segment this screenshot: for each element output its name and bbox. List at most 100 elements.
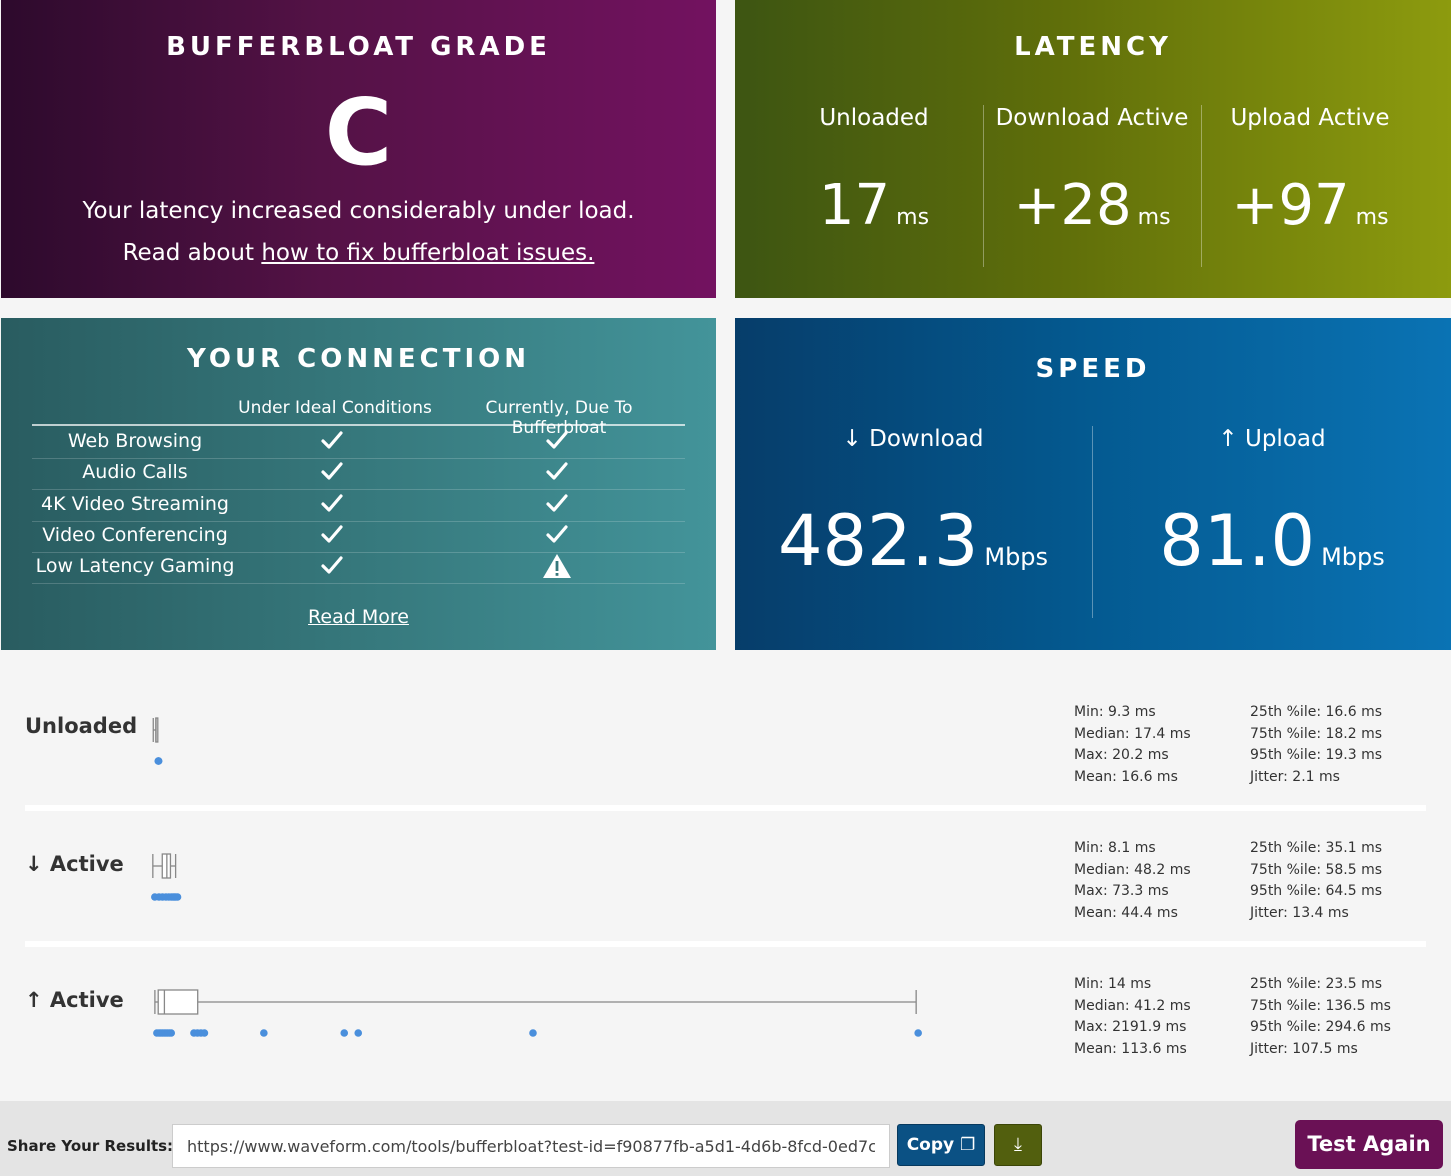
stat-value: Mean: 44.4 ms: [1074, 904, 1178, 921]
stats-left-column: Min: 14 ms Median: 41.2 ms Max: 2191.9 ms M…: [1074, 974, 1191, 1060]
latency-download-value: +28: [1013, 173, 1132, 238]
check-icon: [537, 428, 577, 456]
stat-value: Min: 14 ms: [1074, 976, 1152, 992]
stat-value: 75th %ile: 136.5 ms: [1250, 997, 1391, 1014]
col-ideal-header: Under Ideal Conditions: [238, 398, 432, 418]
latency-panel: LATENCY Unloaded 17 ms Download Active +2…: [735, 0, 1451, 298]
latency-unloaded: Unloaded 17 ms: [765, 105, 983, 267]
grade-letter: C: [324, 79, 393, 186]
stat-value: Mean: 113.6 ms: [1074, 1040, 1187, 1057]
latency-unloaded-unit: ms: [896, 205, 930, 230]
col-current-header: Currently, Due To Bufferbloat: [485, 398, 633, 438]
download-label: ↓ Download: [842, 426, 984, 452]
stat-value: 75th %ile: 18.2 ms: [1250, 725, 1383, 742]
stat-value: 25th %ile: 23.5 ms: [1250, 976, 1383, 992]
sample-dot: [529, 1029, 537, 1037]
stat-value: Max: 73.3 ms: [1074, 883, 1169, 899]
check-icon: [537, 459, 577, 487]
latency-download-label: Download Active: [995, 105, 1189, 131]
check-icon: [312, 522, 352, 550]
latency-download-unit: ms: [1137, 205, 1171, 230]
fix-bufferbloat-link[interactable]: how to fix bufferbloat issues.: [261, 240, 595, 266]
test-again-button[interactable]: Test Again: [1295, 1120, 1443, 1169]
stat-value: Median: 41.2 ms: [1074, 997, 1191, 1014]
latency-download-active: Download Active +28 ms: [983, 105, 1201, 267]
connection-row: Video Conferencing: [32, 522, 685, 553]
stat-value: Jitter: 2.1 ms: [1250, 768, 1340, 785]
stats-row-label: ↓ Active: [25, 852, 124, 876]
stat-value: Max: 20.2 ms: [1074, 747, 1169, 763]
header-rule: [32, 424, 685, 426]
upload-unit: Mbps: [1321, 543, 1385, 571]
latency-divider: [983, 105, 984, 267]
connection-row-name: Video Conferencing: [42, 523, 228, 546]
row-divider: [25, 805, 1426, 811]
your-connection-panel: YOUR CONNECTION Under Ideal Conditions C…: [1, 318, 716, 650]
speed-divider: [1092, 426, 1093, 618]
stat-value: 75th %ile: 58.5 ms: [1250, 861, 1383, 878]
connection-row: Web Browsing: [32, 428, 685, 459]
stat-value: Median: 17.4 ms: [1074, 725, 1191, 742]
latency-unloaded-value: 17: [818, 173, 891, 238]
stats-row-label: Unloaded: [25, 714, 138, 738]
stats-right-column: 25th %ile: 35.1 ms 75th %ile: 58.5 ms 95th…: [1250, 838, 1382, 924]
check-icon: [312, 428, 352, 456]
speed-panel: SPEED ↓ Download 482.3 Mbps ↑ Upload 81.0…: [735, 318, 1451, 650]
download-value: 482.3: [777, 500, 979, 582]
latency-divider: [1201, 105, 1202, 267]
speed-download: ↓ Download 482.3 Mbps: [743, 426, 1083, 582]
sample-dot: [354, 1029, 363, 1037]
latency-box-plot: [153, 989, 922, 1037]
connection-row-name: Audio Calls: [82, 461, 188, 484]
stats-left-column: Min: 9.3 ms Median: 17.4 ms Max: 20.2 ms Me…: [1074, 702, 1191, 788]
bufferbloat-grade-panel: BUFFERBLOAT GRADE C Your latency increas…: [1, 0, 716, 298]
stats-right-column: 25th %ile: 23.5 ms 75th %ile: 136.5 ms 95t…: [1250, 974, 1391, 1060]
sample-dot: [173, 893, 182, 901]
row-divider: [25, 941, 1426, 947]
download-unit: Mbps: [984, 543, 1049, 571]
sample-dot: [340, 1029, 349, 1037]
sample-dot: [200, 1029, 209, 1037]
upload-value: 81.0: [1159, 500, 1316, 582]
sample-dot: [154, 757, 163, 765]
latency-upload-active: Upload Active +97 ms: [1201, 105, 1419, 267]
latency-upload-value: +97: [1231, 173, 1350, 238]
grade-message: Your latency increased considerably unde…: [82, 198, 635, 224]
stat-value: Min: 9.3 ms: [1074, 704, 1156, 720]
download-icon: ⤓: [1014, 1134, 1022, 1155]
speed-title: SPEED: [1035, 354, 1151, 384]
connection-row: 4K Video Streaming: [32, 491, 685, 522]
download-button[interactable]: ⤓: [994, 1124, 1042, 1166]
check-icon: [537, 491, 577, 519]
connection-row-name: Low Latency Gaming: [35, 555, 235, 578]
copy-icon: ❐: [960, 1135, 976, 1155]
stat-value: 95th %ile: 19.3 ms: [1250, 747, 1383, 763]
latency-stats-row: Unloaded Min: 9.3 ms Median: 17.4 ms Max: 2…: [25, 690, 1426, 800]
stat-value: Mean: 16.6 ms: [1074, 768, 1178, 785]
read-more-link[interactable]: Read More: [308, 606, 409, 628]
latency-stats-row: ↑ Active Min: 14 ms Median: 41.2 ms Max: 21…: [25, 962, 1426, 1072]
copy-button[interactable]: Copy ❐: [897, 1124, 985, 1166]
connection-title: YOUR CONNECTION: [186, 344, 530, 374]
latency-stats-row: ↓ Active Min: 8.1 ms Median: 48.2 ms Max: 7…: [25, 826, 1426, 936]
stat-value: Min: 8.1 ms: [1074, 840, 1156, 856]
stat-value: 25th %ile: 16.6 ms: [1250, 704, 1383, 720]
latency-upload-label: Upload Active: [1230, 105, 1390, 131]
stat-value: Jitter: 13.4 ms: [1250, 904, 1349, 921]
connection-row: Low Latency Gaming: [32, 553, 685, 585]
stat-value: Median: 48.2 ms: [1074, 861, 1191, 878]
check-icon: [312, 491, 352, 519]
share-footer: Share Your Results: Copy ❐ ⤓ Test Again: [0, 1101, 1451, 1176]
share-url-input[interactable]: [172, 1124, 890, 1168]
stats-left-column: Min: 8.1 ms Median: 48.2 ms Max: 73.3 ms Me…: [1074, 838, 1191, 924]
speed-upload: ↑ Upload 81.0 Mbps: [1102, 426, 1442, 582]
sample-dot: [914, 1029, 922, 1037]
connection-row: Audio Calls: [32, 459, 685, 491]
check-icon: [537, 522, 577, 550]
stats-row-label: ↑ Active: [25, 988, 124, 1012]
stat-value: 25th %ile: 35.1 ms: [1250, 840, 1383, 856]
grade-read-about: Read about how to fix bufferbloat issues…: [1, 240, 716, 266]
sample-dot: [167, 1029, 176, 1037]
latency-box-plot: [151, 853, 182, 901]
connection-row-name: 4K Video Streaming: [41, 492, 229, 515]
